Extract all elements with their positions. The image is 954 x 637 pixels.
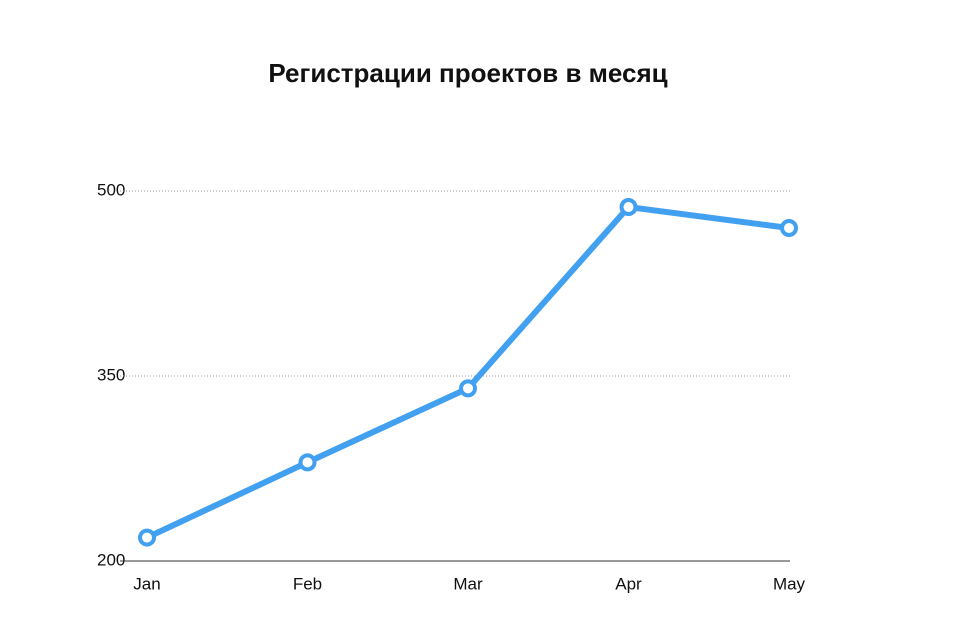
data-point [619,198,638,217]
x-tick-label: Feb [293,574,322,593]
y-tick-label: 350 [97,365,125,384]
data-point [138,528,156,547]
chart-title: Регистрации проектов в месяц [268,58,667,88]
x-tick-label: May [773,574,806,593]
x-tick-label: Apr [615,574,642,593]
data-point [459,379,477,398]
x-tick-label: Jan [133,574,160,593]
y-tick-label: 500 [97,180,125,199]
data-line [145,204,790,541]
data-point [298,453,317,472]
y-tick-label: 200 [97,550,125,569]
x-tick-label: Mar [453,574,483,593]
data-point [780,219,798,237]
